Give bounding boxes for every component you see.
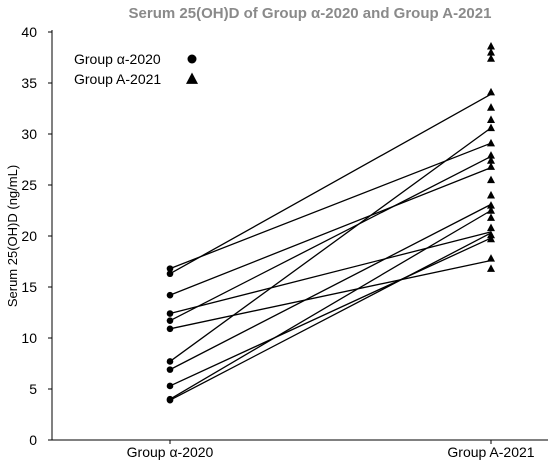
point-group-alpha-2020 [166,382,174,390]
point-group-a-2021 [487,41,495,50]
point-group-a-2021 [487,48,495,56]
point-group-a-2021 [487,162,495,170]
point-group-alpha-2020 [166,358,174,365]
axes: 0 5 10 15 20 25 30 35 40 Group α-2020 Group A-2021… [5,24,548,460]
point-group-alpha-2020 [166,396,174,404]
pair-line [169,93,492,275]
point-group-a-2021 [487,87,495,96]
pair-line [169,127,492,362]
pair-lines [169,93,492,401]
x-tick-label: Group A-2021 [447,444,534,460]
point-group-a-2021 [487,156,495,164]
point-group-a-2021 [487,175,495,184]
legend-circle-marker [187,54,197,64]
point-group-a-2021 [487,206,495,214]
point-group-alpha-2020 [166,270,174,278]
y-tick-label: 40 [21,24,37,40]
point-group-alpha-2020 [166,265,174,272]
pair-line [169,231,492,315]
pair-line [169,259,492,330]
x-tick-label: Group α-2020 [127,444,214,460]
pair-line [169,209,492,400]
point-group-a-2021 [487,138,495,147]
point-group-a-2021 [487,230,495,239]
y-tick-label: 5 [29,381,37,397]
point-group-a-2021 [487,264,495,272]
point-group-a-2021 [487,201,495,209]
point-group-a-2021 [487,213,495,221]
pair-line [169,155,492,322]
y-tick-label: 10 [21,330,37,346]
point-group-alpha-2020 [166,325,174,333]
pair-line [169,167,492,296]
point-group-a-2021 [487,151,495,159]
point-group-a-2021 [487,254,495,262]
point-group-a-2021 [487,223,495,232]
pair-line [169,232,492,401]
point-group-a-2021 [487,115,495,123]
point-group-alpha-2020 [166,317,174,324]
legend-triangle-marker [186,72,198,84]
legend: Group α-2020 Group A-2021 [74,51,198,87]
legend-label: Group A-2021 [74,71,161,87]
markers [166,41,495,404]
pair-line [169,203,492,371]
y-tick-label: 25 [21,177,37,193]
point-group-alpha-2020 [166,366,174,373]
point-group-a-2021 [487,190,495,199]
y-tick-label: 0 [29,432,37,448]
legend-label: Group α-2020 [74,51,161,67]
point-group-a-2021 [487,123,495,132]
pair-line [169,142,492,270]
y-tick-label: 30 [21,126,37,142]
y-tick-label: 35 [21,75,37,91]
pair-line [169,237,492,387]
point-group-a-2021 [487,54,495,62]
point-group-a-2021 [487,234,495,243]
y-axis-label: Serum 25(OH)D (ng/mL) [5,165,20,307]
point-group-alpha-2020 [166,291,174,299]
chart-title: Serum 25(OH)D of Group α-2020 and Group … [129,5,492,22]
point-group-alpha-2020 [166,310,174,317]
y-tick-label: 20 [21,228,37,244]
y-tick-label: 15 [21,279,37,295]
point-group-a-2021 [487,103,495,111]
